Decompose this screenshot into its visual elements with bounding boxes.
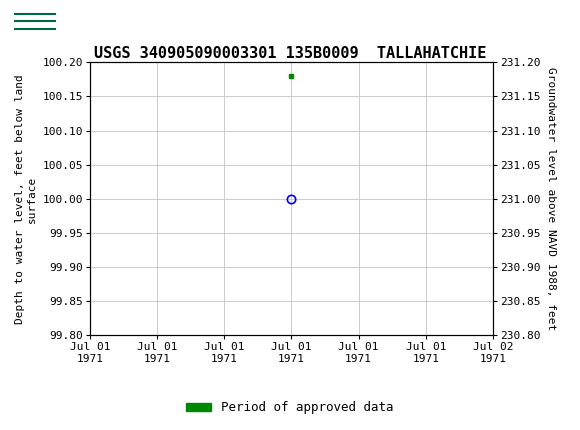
Text: USGS 340905090003301 135B0009  TALLAHATCHIE: USGS 340905090003301 135B0009 TALLAHATCH… xyxy=(94,46,486,61)
FancyBboxPatch shape xyxy=(12,7,58,38)
Text: USGS: USGS xyxy=(67,14,110,31)
Legend: Period of approved data: Period of approved data xyxy=(181,396,399,419)
Y-axis label: Depth to water level, feet below land
surface: Depth to water level, feet below land su… xyxy=(15,74,37,324)
Y-axis label: Groundwater level above NAVD 1988, feet: Groundwater level above NAVD 1988, feet xyxy=(546,67,556,331)
